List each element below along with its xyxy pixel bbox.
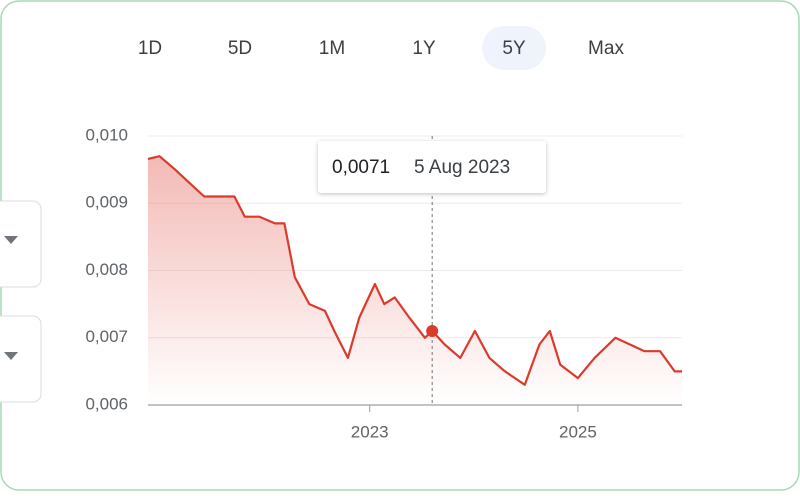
- dropdown-arrow: [4, 236, 18, 244]
- x-tick-label: 2023: [351, 422, 389, 441]
- range-button[interactable]: 1D: [138, 38, 162, 59]
- x-tick-label: 2025: [559, 422, 597, 441]
- range-button[interactable]: Max: [588, 38, 624, 59]
- tooltip-date: 5 Aug 2023: [414, 157, 510, 178]
- tooltip-value: 0,0071: [332, 157, 390, 178]
- range-button[interactable]: 5D: [228, 38, 252, 59]
- area: [148, 156, 682, 405]
- tooltip: [318, 141, 546, 193]
- range-button[interactable]: 1Y: [412, 38, 436, 59]
- range-selector: 1D 5D 1M 1Y 5Y Max: [138, 26, 624, 70]
- range-selected-bg: [482, 26, 546, 70]
- dropdown-arrow: [4, 352, 18, 360]
- dropdown[interactable]: [0, 315, 42, 403]
- y-tick-label: 0,008: [85, 260, 128, 279]
- range-button[interactable]: 1M: [319, 38, 345, 59]
- y-tick-label: 0,007: [85, 327, 128, 346]
- hover-point: [426, 325, 439, 338]
- y-tick-label: 0,009: [85, 193, 128, 212]
- chart: 0,006 0,007 0,008 0,009 0,010 2023 2025 0,0071 5…: [85, 125, 682, 441]
- range-button[interactable]: 5Y: [502, 38, 526, 59]
- y-tick-label: 0,006: [85, 394, 128, 413]
- y-tick-label: 0,010: [85, 125, 128, 144]
- dropdown[interactable]: [0, 200, 42, 288]
- price-line: [147, 155, 682, 386]
